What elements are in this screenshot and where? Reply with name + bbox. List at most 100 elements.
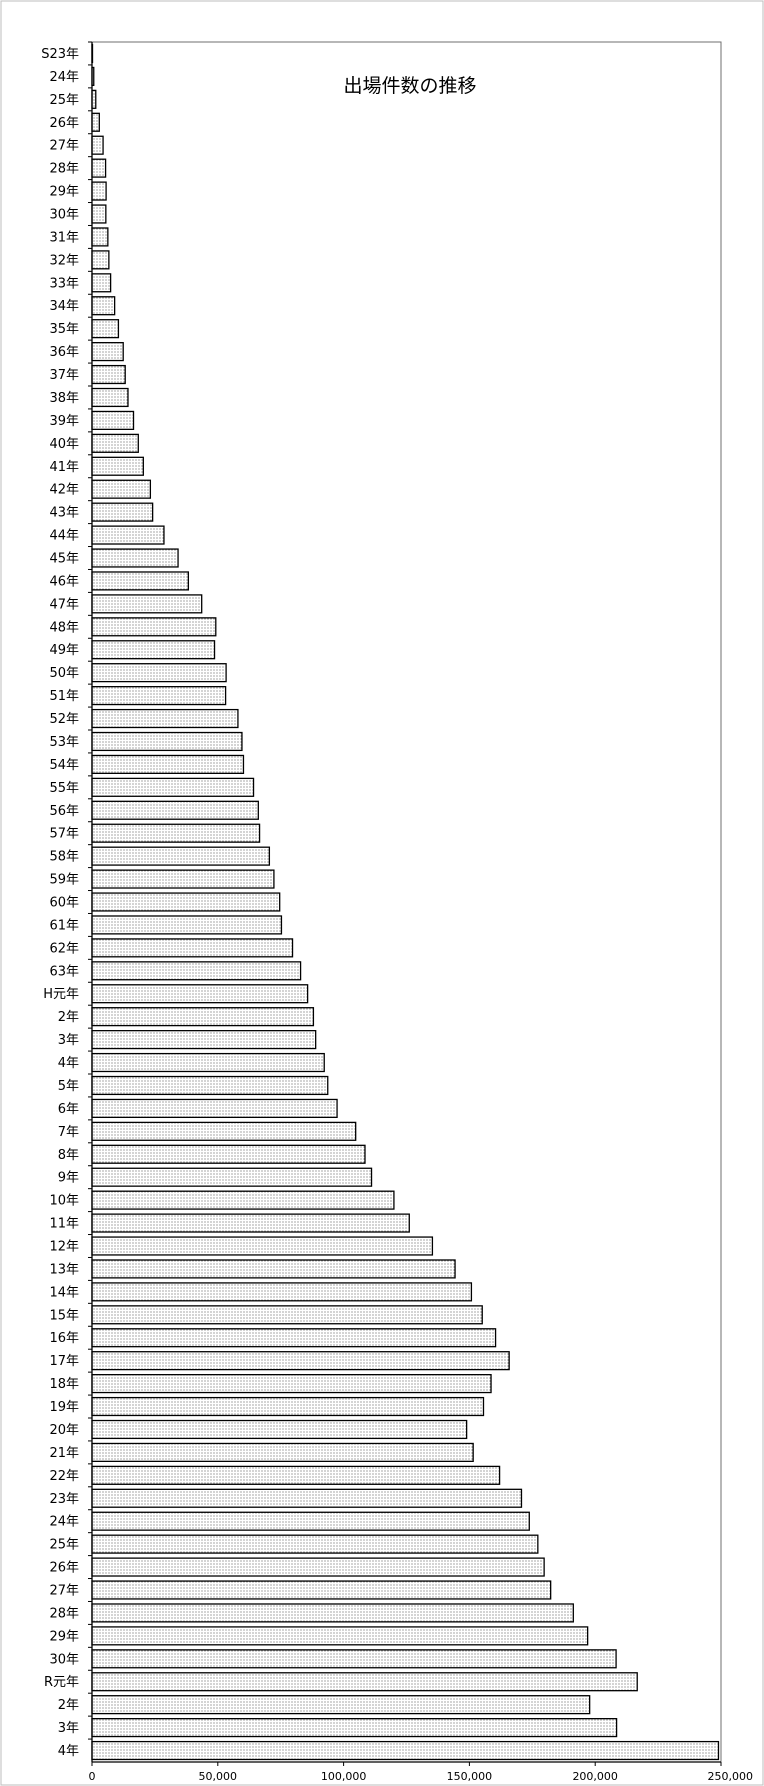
bar (91, 1718, 618, 1738)
y-tick-label: 55年 (49, 781, 79, 796)
bar (91, 754, 245, 775)
y-tick-label: 47年 (49, 597, 79, 612)
bar (91, 1580, 552, 1600)
y-tick-label: 5年 (58, 1079, 79, 1094)
x-tick-label: 150,000 (447, 1770, 493, 1783)
bar (91, 1305, 483, 1325)
bar (91, 296, 116, 316)
y-tick-label: 62年 (49, 941, 79, 956)
bar (91, 1465, 501, 1485)
y-tick-label: 30年 (49, 1652, 79, 1667)
y-tick-label: S23年 (41, 47, 79, 62)
y-tick-label: 12年 (49, 1240, 79, 1255)
bar (91, 640, 216, 660)
y-tick-label: 53年 (49, 735, 79, 750)
y-tick-label: 44年 (49, 529, 79, 544)
y-tick-label: 43年 (49, 506, 79, 521)
y-tick-label: 18年 (49, 1377, 79, 1392)
bar (91, 387, 129, 408)
y-tick-label: 4年 (58, 1744, 79, 1759)
bar (91, 250, 110, 270)
y-tick-label: 34年 (49, 299, 79, 314)
bar (91, 1236, 434, 1256)
y-tick-label: 8年 (58, 1148, 79, 1163)
y-tick-label: 27年 (49, 139, 79, 154)
y-tick-label: 3年 (58, 1033, 79, 1048)
x-tick-label: 250,000 (708, 1770, 754, 1783)
bar (91, 433, 139, 453)
y-tick-label: 31年 (49, 230, 79, 245)
y-tick-label: 35年 (49, 322, 79, 337)
bar (91, 938, 294, 958)
y-tick-label: 50年 (49, 666, 79, 681)
y-tick-label: H元年 (43, 987, 79, 1002)
y-tick-label: 63年 (49, 964, 79, 979)
y-tick-label: 29年 (49, 1629, 79, 1644)
y-tick-label: 39年 (49, 414, 79, 429)
bar (91, 1557, 545, 1577)
bar (91, 823, 261, 843)
bar (91, 846, 271, 866)
y-tick-label: 51年 (49, 689, 79, 704)
y-tick-label: 30年 (49, 208, 79, 223)
y-tick-label: 7年 (58, 1125, 79, 1140)
x-tick-label: 100,000 (321, 1770, 367, 1783)
y-tick-label: 56年 (49, 804, 79, 819)
y-tick-label: 19年 (49, 1400, 79, 1415)
bar (91, 204, 107, 224)
bar (91, 892, 281, 912)
y-tick-label: 46年 (49, 574, 79, 589)
y-tick-label: 40年 (49, 437, 79, 452)
y-tick-label: 32年 (49, 253, 79, 268)
y-axis-labels: S23年 24年 25年 26年 27年 28年 29年 30年 31年 32年 33年 34年 35年… (41, 41, 92, 1759)
y-tick-label: 2年 (58, 1010, 79, 1025)
y-tick-label: 25年 (49, 1538, 79, 1553)
y-tick-label: 25年 (49, 93, 79, 108)
bar (91, 1649, 617, 1669)
y-tick-label: 29年 (49, 185, 79, 200)
bar (91, 1328, 497, 1348)
bar (91, 1740, 720, 1761)
bar (91, 479, 152, 499)
bar (91, 342, 124, 362)
bar (91, 1351, 510, 1371)
bar (91, 1052, 325, 1073)
bar (91, 1190, 395, 1210)
bar (91, 1695, 591, 1715)
bar (91, 1419, 468, 1440)
y-tick-label: 26年 (49, 1561, 79, 1576)
y-tick-label: 52年 (49, 712, 79, 727)
y-tick-label: 36年 (49, 345, 79, 360)
bar (91, 1534, 539, 1554)
bar (91, 1626, 589, 1646)
y-tick-label: 11年 (49, 1217, 79, 1232)
bar (91, 1511, 530, 1531)
bar (91, 915, 283, 935)
bar (91, 1098, 338, 1118)
y-tick-label: 10年 (49, 1194, 79, 1209)
y-tick-label: 41年 (49, 460, 79, 475)
y-tick-label: 4年 (58, 1056, 79, 1071)
bar (91, 869, 275, 889)
bar (91, 227, 109, 247)
bar (91, 1282, 473, 1302)
chart-title: 出場件数の推移 (343, 75, 476, 97)
bar (91, 158, 107, 178)
y-tick-label: 28年 (49, 1606, 79, 1621)
y-tick-label: 54年 (49, 758, 79, 773)
y-tick-label: 59年 (49, 873, 79, 888)
y-tick-label: 37年 (49, 368, 79, 383)
y-tick-label: 13年 (49, 1262, 79, 1277)
bar (91, 456, 144, 476)
bar (91, 1672, 638, 1692)
bar (91, 1144, 366, 1164)
bar (91, 617, 217, 637)
bar (91, 731, 243, 752)
bar (91, 594, 203, 614)
y-tick-label: 33年 (49, 276, 79, 291)
bar (91, 1167, 373, 1187)
bar (91, 708, 239, 729)
bar (91, 548, 179, 568)
